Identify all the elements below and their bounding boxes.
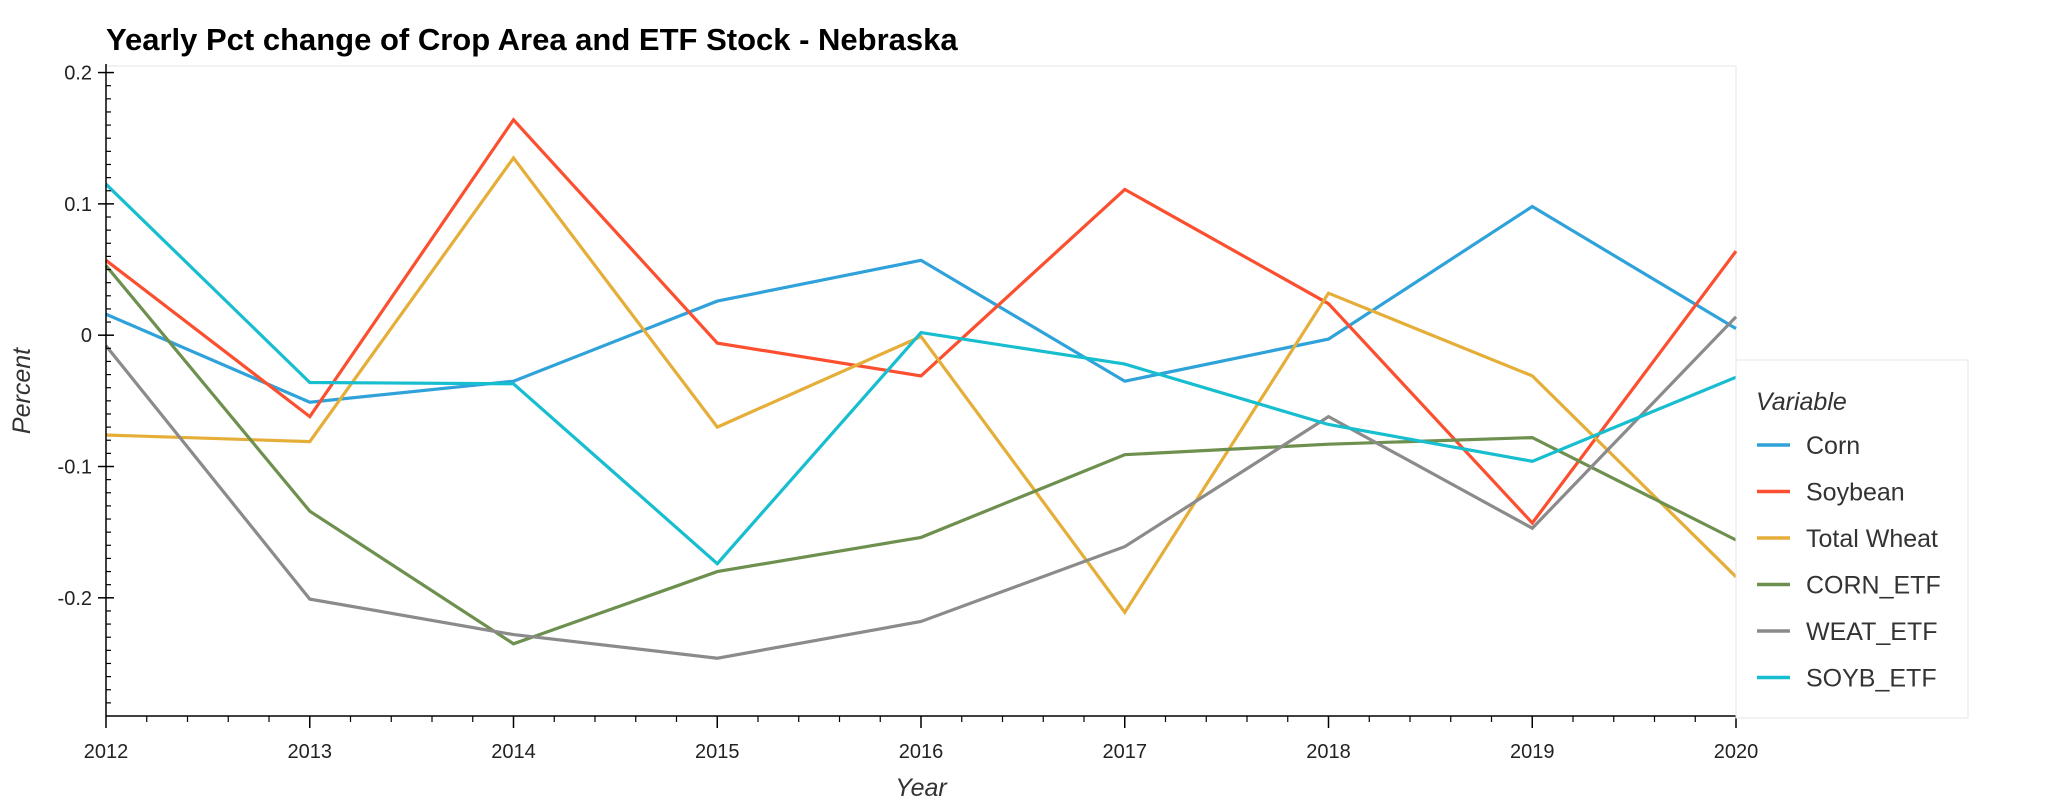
series-line-total-wheat: [105, 155, 1738, 616]
series-lines: [104, 117, 1738, 660]
series-line-weat-etf: [104, 315, 1738, 660]
y-tick-label: -0.2: [58, 588, 92, 610]
plot-frame: [105, 65, 1737, 717]
x-tick-label: 2012: [84, 741, 129, 763]
y-axis-label: Percent: [8, 347, 36, 434]
x-tick-label: 2014: [491, 741, 536, 763]
series-line-soyb-etf: [104, 183, 1737, 566]
axes: 0.2 0.1 0 -0.1 -0.2 2012 2013 2014 2015 2016 2017 2…: [58, 63, 1759, 763]
series-line-corn: [105, 204, 1737, 404]
legend-box: [1735, 359, 1969, 719]
legend-label: SOYB_ETF: [1806, 665, 1937, 693]
series-line-soybean: [105, 117, 1738, 526]
y-tick-label: 0.1: [64, 194, 92, 216]
x-tick-label: 2019: [1510, 741, 1555, 763]
x-tick-label: 2020: [1714, 741, 1759, 763]
legend-label: Total Wheat: [1806, 525, 1938, 553]
y-tick-label: 0.2: [64, 63, 92, 85]
chart-title: Yearly Pct change of Crop Area and ETF S…: [106, 22, 958, 57]
series-line-corn-etf: [104, 264, 1737, 646]
legend-label: Soybean: [1806, 479, 1905, 507]
x-tick-label: 2013: [288, 741, 333, 763]
legend-label: CORN_ETF: [1806, 572, 1941, 600]
legend-label: WEAT_ETF: [1806, 618, 1937, 646]
legend: Variable Corn Soybean Total Wheat CORN_ETF W…: [1735, 359, 1969, 719]
x-tick-label: 2015: [695, 741, 740, 763]
legend-label: Corn: [1806, 432, 1860, 460]
legend-title: Variable: [1756, 388, 1847, 416]
y-tick-label: 0: [81, 325, 92, 347]
x-axis-label: Year: [895, 774, 948, 800]
x-tick-label: 2018: [1306, 741, 1351, 763]
y-tick-label: -0.1: [58, 457, 92, 479]
x-tick-label: 2017: [1103, 741, 1148, 763]
x-tick-label: 2016: [899, 741, 944, 763]
